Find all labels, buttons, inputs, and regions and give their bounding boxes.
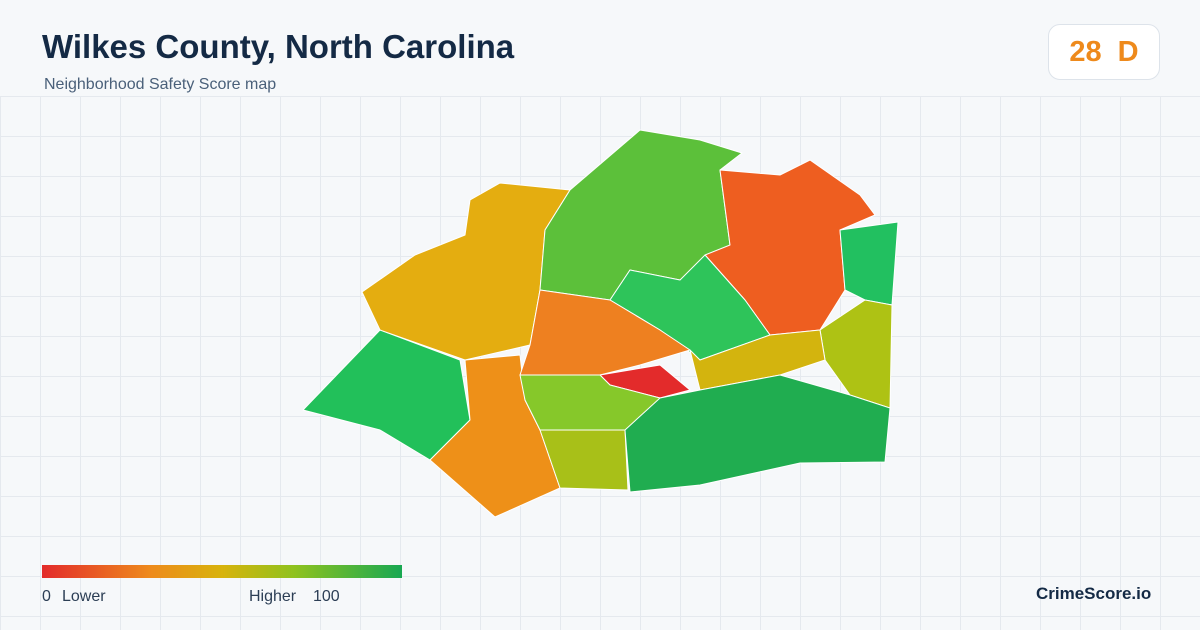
region xyxy=(539,429,629,491)
legend-max-label: Higher xyxy=(249,588,297,605)
brand: CrimeScore.io xyxy=(1036,584,1152,603)
region xyxy=(624,374,891,493)
score-badge: 28 D xyxy=(1048,24,1160,80)
legend-gradient xyxy=(42,565,402,578)
subtitle: Neighborhood Safety Score map xyxy=(44,76,277,93)
region xyxy=(839,221,899,306)
header: Wilkes County, North Carolina Neighborho… xyxy=(0,0,1200,96)
legend-min-label: Lower xyxy=(62,588,106,605)
title: Wilkes County, North Carolina xyxy=(42,28,515,65)
score-value: 28 xyxy=(1069,35,1102,68)
score-grade: D xyxy=(1117,35,1139,68)
legend-min: 0 xyxy=(42,588,51,605)
legend-max: 100 xyxy=(313,588,340,605)
